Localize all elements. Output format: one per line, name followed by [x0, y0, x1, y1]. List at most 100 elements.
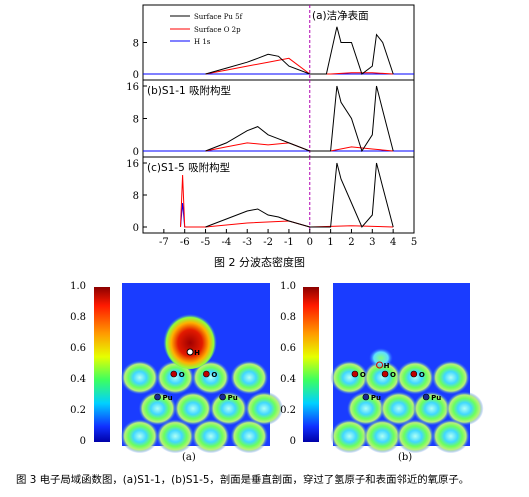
colorbar-tick-label: 0.6 — [70, 343, 86, 354]
elf-basin — [396, 360, 435, 395]
oxygen-atom — [351, 370, 359, 378]
legend-label-pu: Surface Pu 5f — [194, 13, 244, 21]
colorbar-tick-label: 0.6 — [280, 343, 296, 354]
elf-basin — [330, 360, 369, 395]
hydrogen-atom — [186, 348, 194, 356]
x-tick-label: 4 — [390, 237, 396, 248]
oxygen-label: O — [390, 371, 396, 379]
plutonium-label: Pu — [431, 394, 441, 402]
colorbar-tick-label: 0 — [289, 436, 296, 447]
oxygen-label: O — [419, 371, 425, 379]
elf-basin — [330, 419, 369, 454]
elf-basin — [363, 360, 402, 395]
elf-basin — [174, 391, 213, 426]
legend: Surface Pu 5f Surface O 2p H 1s — [170, 13, 244, 46]
colorbar-b — [303, 287, 319, 442]
y-tick-label: 16 — [126, 82, 139, 93]
elf-basin — [156, 360, 195, 395]
elf-basin — [445, 391, 484, 426]
hydrogen-label: H — [194, 349, 200, 357]
x-tick-label: -2 — [263, 237, 273, 248]
elf-basin — [379, 391, 418, 426]
oxygen-atom — [170, 370, 178, 378]
colorbar-tick-label: 0.8 — [70, 312, 86, 323]
legend-label-o: Surface O 2p — [194, 26, 241, 34]
hydrogen-elf-basin — [368, 348, 393, 368]
y-tick-label: 16 — [126, 159, 139, 170]
elf-basin — [191, 360, 230, 395]
x-tick-label: 1 — [327, 237, 333, 248]
plutonium-label: Pu — [371, 394, 381, 402]
series-line-1 — [180, 174, 394, 228]
x-tick-label: -3 — [242, 237, 252, 248]
pdos-panel-1: 0 8 16 (b)S1-1 吸附构型 — [126, 79, 415, 158]
colorbar-tick-label: 1.0 — [70, 281, 86, 292]
elf-basin — [346, 391, 385, 426]
x-tick-label: -5 — [201, 237, 211, 248]
x-tick-label: 5 — [411, 237, 417, 248]
hydrogen-elf-basin — [163, 311, 218, 369]
x-tick-label: -6 — [180, 237, 190, 248]
oxygen-label: O — [211, 371, 217, 379]
colorbar-tick-label: 0 — [79, 436, 86, 447]
legend-label-h: H 1s — [194, 38, 211, 46]
y-tick-label: 0 — [133, 223, 139, 234]
plutonium-atom — [362, 393, 370, 401]
panel-label: (c)S1-5 吸附构型 — [147, 161, 230, 174]
series-line-0 — [205, 26, 394, 75]
elf-basin — [120, 419, 159, 454]
plutonium-atom — [154, 393, 161, 401]
x-tick-label: -7 — [159, 237, 169, 248]
colorbar-a — [94, 287, 110, 442]
elf-basin — [396, 419, 435, 454]
series-line-0 — [205, 162, 394, 228]
series-line-0 — [205, 85, 394, 153]
elf-basin — [138, 391, 177, 426]
elf-basin — [209, 391, 248, 426]
x-tick-label: 2 — [348, 237, 354, 248]
colorbar-tick-label: 0.2 — [280, 405, 296, 416]
x-tick-label: 0 — [307, 237, 313, 248]
oxygen-label: O — [179, 371, 185, 379]
colorbar-tick-label: 0.4 — [70, 374, 86, 385]
plutonium-label: Pu — [163, 394, 173, 402]
x-tick-label: -4 — [222, 237, 232, 248]
y-tick-label: 8 — [133, 39, 139, 50]
y-tick-label: 0 — [133, 70, 139, 81]
hydrogen-label: H — [384, 362, 390, 370]
plutonium-atom — [219, 393, 226, 401]
y-tick-label: 8 — [133, 115, 139, 126]
colorbar-tick-label: 1.0 — [280, 281, 296, 292]
y-tick-label: 8 — [133, 191, 139, 202]
panel-label-b: (b) — [398, 452, 413, 463]
elf-basin — [191, 419, 230, 454]
elf-basin — [156, 419, 195, 454]
elf-basin — [363, 419, 402, 454]
oxygen-label: O — [360, 371, 366, 379]
elf-basin — [431, 419, 470, 454]
plutonium-label: Pu — [228, 394, 238, 402]
elf-map-b — [333, 283, 470, 446]
panel-label: (a)洁净表面 — [312, 9, 369, 22]
elf-basin — [412, 391, 451, 426]
oxygen-atom — [203, 370, 210, 378]
y-tick-label: 0 — [133, 147, 139, 158]
plutonium-atom — [422, 393, 430, 401]
panel-label-a: (a) — [182, 452, 196, 463]
pdos-panel-2: 0 8 16 (c)S1-5 吸附构型 — [126, 156, 415, 234]
x-tick-label: 3 — [369, 237, 375, 248]
elf-basin — [230, 419, 269, 454]
figure-3-caption: 图 3 电子局域函数图，(a)S1-1，(b)S1-5，剖面是垂直剖面，穿过了氢… — [16, 474, 470, 486]
panel-label: (b)S1-1 吸附构型 — [147, 84, 231, 97]
hydrogen-atom — [376, 361, 384, 369]
colorbar-tick-label: 0.8 — [280, 312, 296, 323]
colorbar-tick-label: 0.2 — [70, 405, 86, 416]
x-tick-label: -1 — [284, 237, 294, 248]
colorbar-tick-label: 0.4 — [280, 374, 296, 385]
elf-basin — [120, 360, 159, 395]
figure-2-pdos: 0 8 (a)洁净表面 0 8 16 (b)S1-1 吸附构型 0 8 16 (c)S1-5 吸附构… — [126, 4, 417, 248]
figure-2-caption: 图 2 分波态密度图 — [214, 256, 305, 269]
elf-basin — [230, 360, 269, 395]
elf-map-a — [122, 283, 270, 446]
oxygen-atom — [381, 370, 389, 378]
